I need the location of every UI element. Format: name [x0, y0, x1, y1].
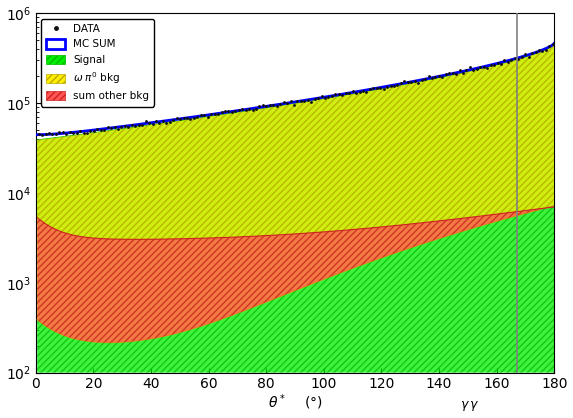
- Legend: DATA, MC SUM, Signal, $\omega\;\pi^0$ bkg, sum other bkg: DATA, MC SUM, Signal, $\omega\;\pi^0$ bk…: [41, 18, 155, 107]
- Text: $\gamma\,\gamma$: $\gamma\,\gamma$: [460, 398, 480, 413]
- X-axis label: $\theta^*$    (°): $\theta^*$ (°): [268, 393, 323, 413]
